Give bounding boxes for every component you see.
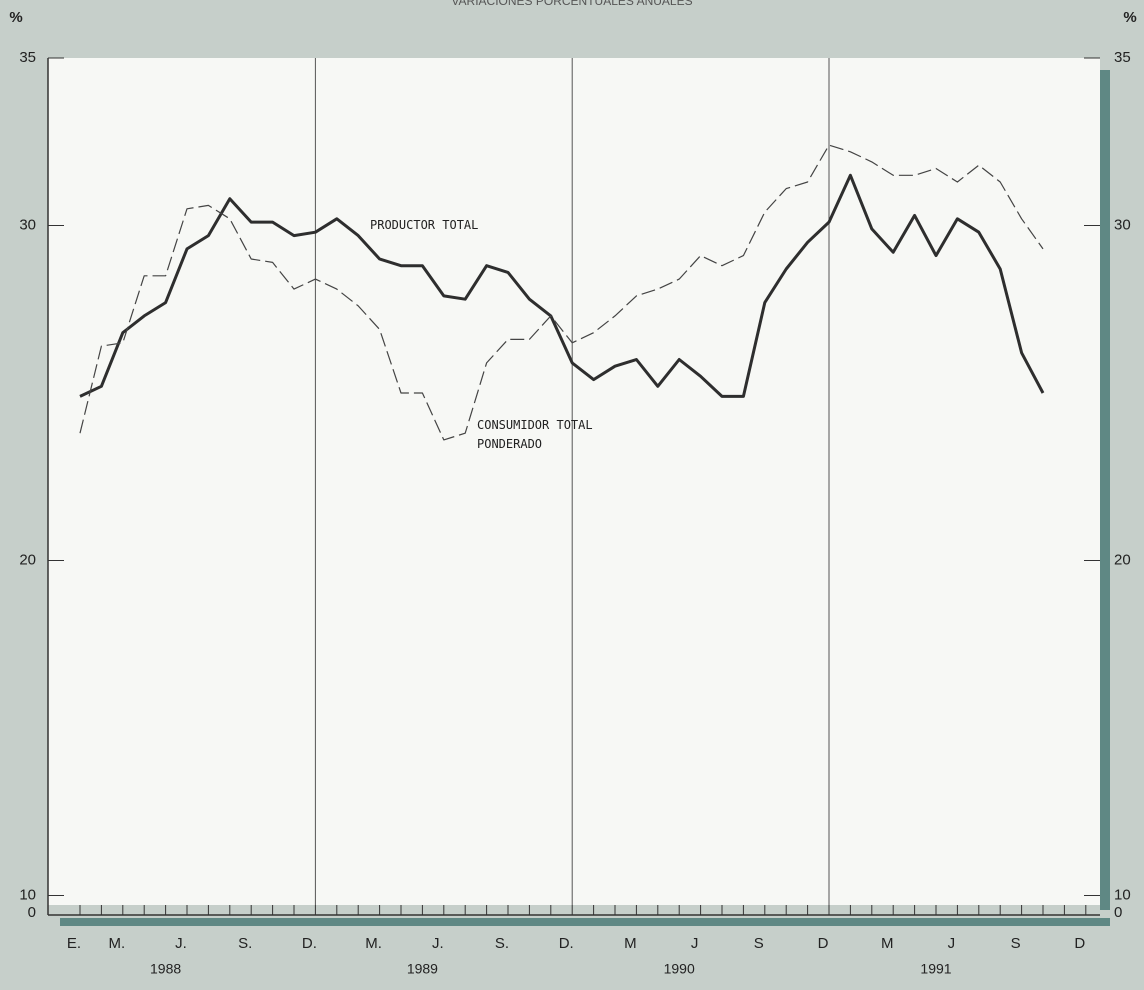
x-tick-label: J: [948, 935, 956, 952]
y2-tick-label: 30: [1114, 216, 1131, 233]
axis-break-label: 0: [1114, 904, 1122, 921]
x-tick-label: D.: [559, 935, 574, 952]
x-tick-label: J.: [175, 935, 187, 952]
right-band: [1100, 70, 1110, 910]
y-unit: %: [9, 9, 22, 26]
y-tick-label: 10: [19, 886, 36, 903]
x-tick-label: S: [754, 935, 764, 952]
plot-area: [48, 58, 1100, 905]
x-tick-label: M.: [365, 935, 382, 952]
y2-tick-label: 35: [1114, 49, 1131, 66]
x-tick-label: S: [1011, 935, 1021, 952]
year-label: 1989: [407, 961, 438, 977]
y2-tick-label: 10: [1114, 886, 1131, 903]
y-tick-label: 35: [19, 49, 36, 66]
year-label: 1991: [920, 961, 951, 977]
y2-tick-label: 20: [1114, 551, 1131, 568]
y-tick-label: 30: [19, 216, 36, 233]
x-tick-label: M: [624, 935, 637, 952]
axis-break-label: 0: [28, 904, 36, 921]
y-tick-label: 20: [19, 551, 36, 568]
y2-unit: %: [1123, 9, 1136, 26]
x-tick-label: D: [1074, 935, 1085, 952]
x-tick-label: D: [818, 935, 829, 952]
x-tick-label: M: [881, 935, 894, 952]
series-line: [79, 144, 1044, 441]
x-tick-label: M.: [108, 935, 125, 952]
annotation: PRODUCTOR TOTAL: [370, 218, 479, 232]
x-tick-label: S.: [238, 935, 252, 952]
x-tick-label: J: [691, 935, 699, 952]
x-tick-label: E.: [67, 935, 81, 952]
series-line: [79, 173, 1045, 398]
annotation: CONSUMIDOR TOTAL PONDERADO: [477, 418, 593, 451]
x-tick-label: D.: [302, 935, 317, 952]
x-tick-label: J.: [432, 935, 444, 952]
year-label: 1988: [150, 961, 181, 977]
bottom-band: [60, 918, 1110, 926]
year-label: 1990: [664, 961, 695, 977]
chart-title: VARIACIONES PORCENTUALES ANUALES: [451, 0, 692, 8]
x-tick-label: S.: [495, 935, 509, 952]
